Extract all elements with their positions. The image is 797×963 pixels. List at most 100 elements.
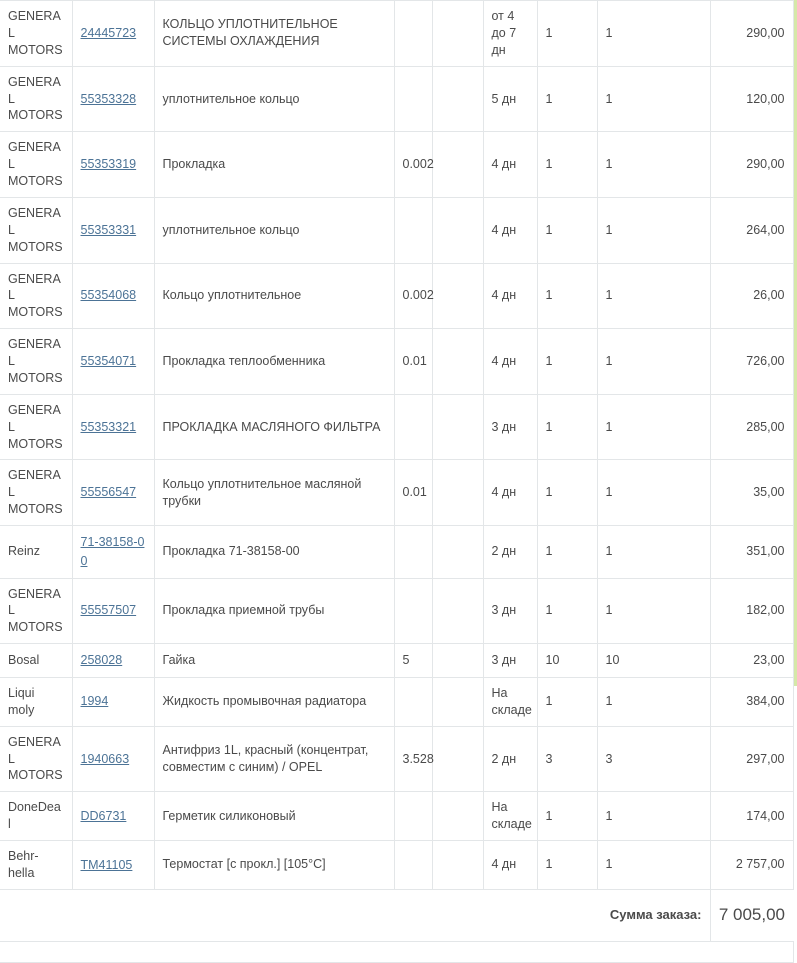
cell-qty-confirmed: 3 [597, 725, 711, 793]
cell-qty-ordered: 1 [537, 262, 598, 330]
cell-term: от 4 до 7 дн [483, 0, 538, 67]
cell-name: Гайка [154, 643, 395, 678]
cell-weight: 0.002 [394, 262, 434, 330]
cell-brand: GENERAL MOTORS [0, 459, 73, 526]
table-row: DoneDeal DD6731 Герметик силиконовый На скл… [0, 791, 794, 841]
cell-article: 55353319 [72, 131, 155, 198]
cell-price: 35,00 [710, 459, 794, 526]
cell-price: 26,00 [710, 262, 794, 330]
table-row: GENERAL MOTORS 55557507 Прокладка приемной… [0, 577, 794, 645]
cell-term: 4 дн [483, 328, 538, 395]
cell-term: 4 дн [483, 262, 538, 330]
cell-blank [432, 131, 484, 198]
article-link[interactable]: 1940663 [80, 751, 130, 766]
table-row: GENERAL MOTORS 55354068 Кольцо уплотнитель… [0, 262, 794, 330]
cell-brand: GENERAL MOTORS [0, 65, 73, 133]
cell-article: 1940663 [72, 725, 155, 793]
cell-price: 290,00 [710, 0, 794, 67]
article-link[interactable]: 71-38158-00 [80, 535, 145, 568]
cell-weight [394, 0, 433, 67]
cell-article: 55354071 [72, 328, 155, 395]
cell-article: 55353321 [72, 393, 155, 461]
cell-name: КОЛЬЦО УПЛОТНИТЕЛЬНОЕ СИСТЕМЫ ОХЛАЖДЕНИЯ [154, 0, 395, 67]
order-total-value: 7 005,00 [710, 888, 793, 942]
footer-spacer [0, 940, 794, 963]
cell-qty-confirmed: 1 [597, 328, 711, 395]
article-link[interactable]: 55353319 [80, 157, 137, 172]
cell-article: 1994 [72, 676, 155, 727]
article-link[interactable]: TM41105 [80, 857, 133, 872]
article-link[interactable]: 55353321 [80, 419, 137, 434]
cell-qty-ordered: 1 [537, 676, 598, 727]
cell-blank [432, 196, 484, 264]
article-link[interactable]: 55353328 [80, 91, 137, 106]
cell-price: 23,00 [710, 643, 794, 678]
article-link[interactable]: 55557507 [80, 603, 137, 618]
cell-qty-ordered: 1 [537, 328, 598, 395]
table-row: GENERAL MOTORS 55353328 уплотнительное кол… [0, 65, 794, 133]
cell-weight: 5 [394, 643, 433, 678]
table-row: GENERAL MOTORS 55354071 Прокладка теплообм… [0, 328, 794, 395]
cell-qty-confirmed: 1 [597, 0, 711, 67]
cell-qty-confirmed: 1 [597, 676, 711, 727]
cell-price: 2 757,00 [710, 840, 794, 890]
cell-brand: GENERAL MOTORS [0, 131, 73, 198]
cell-qty-ordered: 1 [537, 840, 598, 890]
cell-brand: Reinz [0, 525, 73, 579]
cell-brand: GENERAL MOTORS [0, 196, 73, 264]
cell-blank [432, 65, 484, 133]
cell-blank [432, 525, 484, 579]
table-row: GENERAL MOTORS 24445723 КОЛЬЦО УПЛОТНИТЕЛЬ… [0, 0, 794, 67]
article-link[interactable]: 55354068 [80, 288, 137, 303]
cell-brand: GENERAL MOTORS [0, 262, 73, 330]
cell-name: ПРОКЛАДКА МАСЛЯНОГО ФИЛЬТРА [154, 393, 395, 461]
article-link[interactable]: 1994 [80, 694, 109, 709]
cell-price: 290,00 [710, 131, 794, 198]
cell-article: 55353331 [72, 196, 155, 264]
cell-qty-ordered: 3 [537, 725, 598, 793]
cell-name: Герметик силиконовый [154, 791, 395, 841]
cell-price: 351,00 [710, 525, 794, 579]
cell-price: 264,00 [710, 196, 794, 264]
article-link[interactable]: DD6731 [80, 808, 127, 823]
cell-blank [432, 791, 484, 841]
cell-term: 2 дн [483, 725, 538, 793]
article-link[interactable]: 24445723 [80, 25, 137, 40]
footer-spacer-cell [0, 940, 794, 963]
article-link[interactable]: 55556547 [80, 485, 137, 500]
cell-blank [432, 393, 484, 461]
cell-name: Прокладка 71-38158-00 [154, 525, 395, 579]
cell-weight [394, 65, 433, 133]
cell-price: 174,00 [710, 791, 794, 841]
cell-name: Прокладка приемной трубы [154, 577, 395, 645]
cell-name: Жидкость промывочная радиатора [154, 676, 395, 727]
cell-brand: GENERAL MOTORS [0, 393, 73, 461]
order-items-body: GENERAL MOTORS 24445723 КОЛЬЦО УПЛОТНИТЕЛЬ… [0, 0, 794, 890]
cell-name: Прокладка теплообменника [154, 328, 395, 395]
cell-weight [394, 577, 433, 645]
cell-qty-confirmed: 1 [597, 459, 711, 526]
cell-qty-ordered: 1 [537, 131, 598, 198]
cell-price: 384,00 [710, 676, 794, 727]
cell-brand: Behr-hella [0, 840, 73, 890]
cell-name: уплотнительное кольцо [154, 196, 395, 264]
cell-weight: 0.01 [394, 328, 433, 395]
cell-brand: Liqui moly [0, 676, 73, 727]
order-total-footer: Сумма заказа: 7 005,00 [0, 888, 794, 963]
cell-blank [432, 577, 484, 645]
cell-qty-ordered: 1 [537, 0, 598, 67]
table-row: GENERAL MOTORS 55353319 Прокладка 0.002 4 дн… [0, 131, 794, 198]
cell-qty-ordered: 1 [537, 791, 598, 841]
article-link[interactable]: 55353331 [80, 222, 137, 237]
cell-brand: GENERAL MOTORS [0, 577, 73, 645]
cell-qty-ordered: 10 [537, 643, 598, 678]
cell-article: 71-38158-00 [72, 525, 155, 579]
cell-weight [394, 840, 433, 890]
cell-name: Антифриз 1L, красный (концентрат, совмес… [154, 725, 395, 793]
article-link[interactable]: 55354071 [80, 354, 137, 369]
cell-article: 24445723 [72, 0, 155, 67]
cell-article: 55354068 [72, 262, 155, 330]
cell-price: 120,00 [710, 65, 794, 133]
article-link[interactable]: 258028 [80, 653, 123, 668]
